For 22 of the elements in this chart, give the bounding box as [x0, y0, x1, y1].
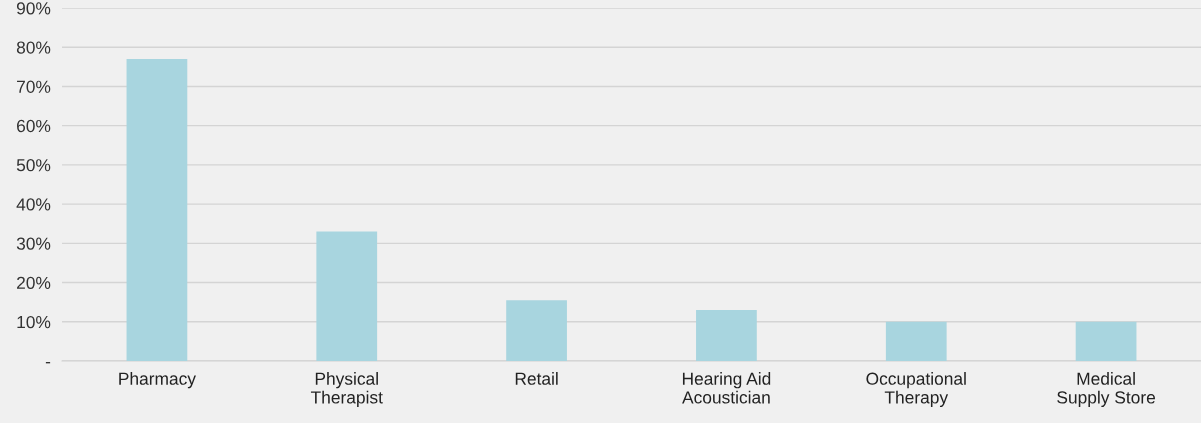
y-tick-label: 30%	[16, 237, 51, 250]
y-tick-label: 20%	[17, 276, 51, 290]
x-tick-label: Physical Therapist	[310, 372, 383, 407]
bar	[316, 231, 378, 361]
x-tick-label: Retail	[515, 372, 558, 385]
y-tick-label: 40%	[16, 198, 51, 211]
y-tick-label: 50%	[16, 159, 51, 172]
x-tick-label: Pharmacy	[119, 372, 196, 389]
y-tick-label: -	[45, 362, 51, 364]
y-tick-label: 10%	[17, 315, 51, 329]
y-tick-label: 90%	[16, 2, 51, 15]
bar	[126, 58, 188, 361]
bar	[1075, 321, 1137, 361]
bar	[885, 321, 947, 361]
y-tick-label: 60%	[17, 119, 51, 133]
bar	[696, 310, 757, 361]
x-tick-label: Medical Supply Store	[1057, 372, 1156, 407]
x-tick-label: Occupational Therapy	[866, 372, 966, 407]
y-tick-label: 70%	[17, 80, 51, 93]
x-tick-label: Hearing Aid Acoustician	[682, 372, 771, 404]
bar	[506, 300, 567, 361]
y-tick-label: 80%	[16, 41, 51, 54]
